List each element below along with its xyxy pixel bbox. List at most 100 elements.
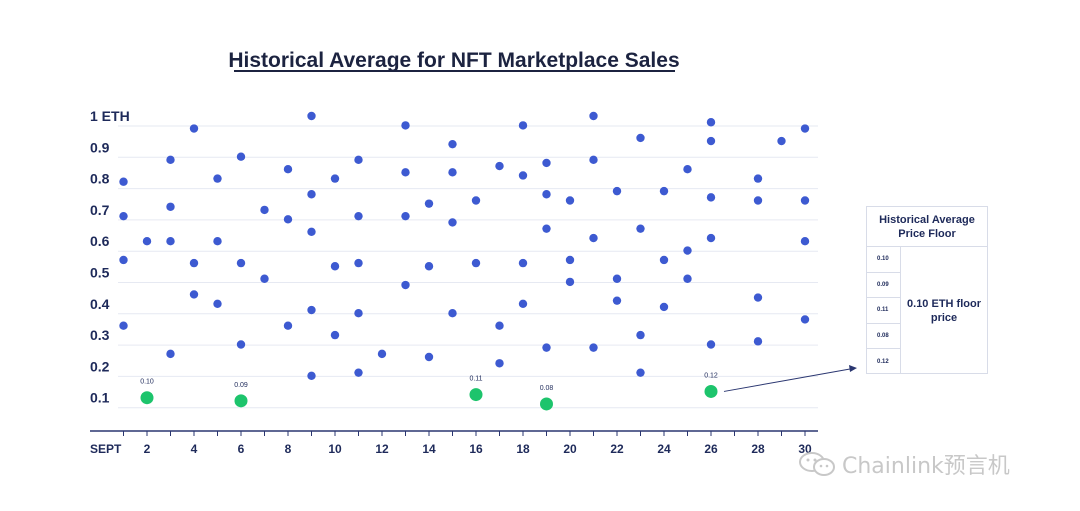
sale-point <box>753 337 763 346</box>
sale-point <box>448 308 457 318</box>
sale-point <box>213 174 222 183</box>
sale-point <box>636 368 645 377</box>
y-tick-label: 0.4 <box>90 296 110 312</box>
panel-value: 0.11 <box>867 298 900 324</box>
x-tick-label: 20 <box>563 442 577 456</box>
sale-point <box>518 299 528 308</box>
sale-point <box>753 174 763 183</box>
sale-point <box>777 136 786 146</box>
x-axis: SEPT 2 4 6 8 10 12 14 16 18 20 22 24 26 28 30 <box>90 430 818 456</box>
x-tick-label: 8 <box>285 442 292 456</box>
sale-point <box>377 349 387 359</box>
x-tick-label: 4 <box>191 442 198 456</box>
x-tick-label: 6 <box>238 442 245 456</box>
sale-point <box>401 280 410 290</box>
x-tick-label: 2 <box>144 442 151 456</box>
sale-point <box>636 133 645 143</box>
sale-point <box>589 233 598 243</box>
x-tick-label: 12 <box>375 442 389 456</box>
floor-point <box>704 384 718 398</box>
sale-point <box>189 290 199 299</box>
panel-summary: 0.10 ETH floor price <box>907 297 981 324</box>
floor-point <box>140 391 154 405</box>
sale-point <box>683 274 692 283</box>
sale-point <box>448 168 457 177</box>
sale-point <box>283 215 293 224</box>
sale-point <box>401 121 410 130</box>
y-tick-label: 0.3 <box>90 327 110 343</box>
sale-point <box>189 258 199 268</box>
floor-arrow <box>723 365 857 392</box>
floor-point <box>469 388 483 402</box>
y-tick-label: 0.2 <box>90 358 110 374</box>
sale-point <box>706 340 716 349</box>
wechat-icon <box>799 452 835 476</box>
sale-point <box>260 274 269 283</box>
sale-point <box>518 171 528 180</box>
sale-point <box>283 321 293 330</box>
sales-points <box>119 111 810 380</box>
sale-point <box>307 190 316 199</box>
x-unit-label: SEPT <box>90 442 122 456</box>
sale-point <box>330 330 340 340</box>
sale-point <box>706 233 716 243</box>
sale-point <box>753 196 763 205</box>
sale-point <box>683 165 692 174</box>
sale-point <box>518 258 528 268</box>
sale-point <box>495 359 504 368</box>
sale-point <box>706 193 716 202</box>
sale-point <box>800 124 810 133</box>
sale-point <box>495 161 504 171</box>
arrow-head <box>849 365 857 372</box>
y-tick-label: 0.6 <box>90 233 110 249</box>
sale-point <box>565 277 575 287</box>
sale-point <box>424 352 434 362</box>
sale-point <box>424 199 434 208</box>
panel-header: Historical Average Price Floor <box>867 207 987 247</box>
sale-point <box>213 299 222 308</box>
y-tick-label: 0.5 <box>90 265 110 281</box>
sale-point <box>166 155 175 165</box>
sale-point <box>753 293 763 302</box>
sale-point <box>706 136 716 146</box>
panel-value: 0.09 <box>867 273 900 299</box>
x-tick-label: 24 <box>657 442 671 456</box>
floor-label: 0.08 <box>540 385 554 392</box>
sale-point <box>565 255 575 265</box>
sale-point <box>307 305 316 315</box>
sale-point <box>166 349 175 359</box>
sale-point <box>236 340 246 349</box>
sale-point <box>236 258 246 268</box>
floor-point <box>540 397 553 411</box>
sale-point <box>800 196 810 205</box>
sale-point <box>589 111 598 121</box>
x-tick-label: 14 <box>422 442 436 456</box>
sale-point <box>330 262 340 271</box>
x-tick-label: 22 <box>610 442 624 456</box>
sale-point <box>659 255 669 265</box>
panel-value: 0.08 <box>867 324 900 350</box>
sale-point <box>307 111 316 121</box>
sale-point <box>236 152 246 161</box>
y-tick-label: 0.8 <box>90 171 110 187</box>
panel-value: 0.10 <box>867 247 900 273</box>
sale-point <box>401 211 410 221</box>
sale-point <box>354 258 363 268</box>
floor-point <box>234 394 248 408</box>
panel-value: 0.12 <box>877 358 889 365</box>
sale-point <box>800 237 810 246</box>
sale-point <box>189 124 199 133</box>
sale-point <box>448 218 457 227</box>
sale-point <box>119 255 128 265</box>
watermark: Chainlink预言机 <box>798 448 1010 480</box>
sale-point <box>612 186 622 196</box>
arrow-line <box>723 368 851 392</box>
sale-point <box>283 165 293 174</box>
sale-point <box>495 321 504 330</box>
chart-title: Historical Average for NFT Marketplace S… <box>228 49 679 72</box>
sale-point <box>354 155 363 165</box>
floor-points: 0.10 0.09 0.11 0.08 0.12 <box>140 372 718 411</box>
sale-point <box>589 155 598 165</box>
sale-point <box>307 227 316 237</box>
